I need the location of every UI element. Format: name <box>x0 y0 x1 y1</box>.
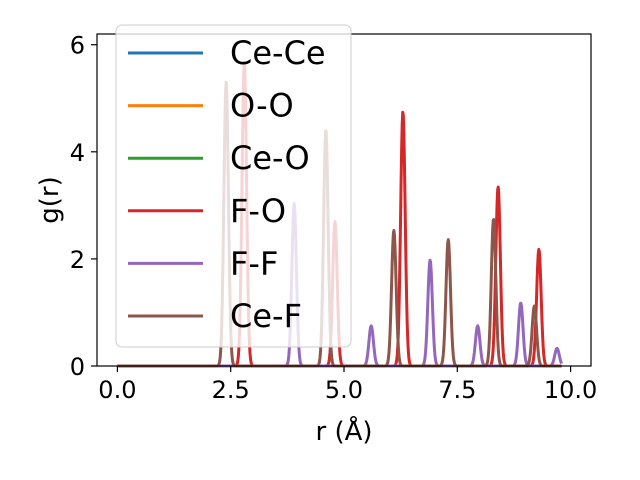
x-tick-label: 0.0 <box>98 376 136 404</box>
x-tick-label: 2.5 <box>212 376 250 404</box>
legend-label-f-o: F-O <box>230 192 286 230</box>
legend-label-ce-f: Ce-F <box>230 297 302 335</box>
y-tick-label: 0 <box>70 353 85 381</box>
x-tick-label: 7.5 <box>438 376 476 404</box>
legend-label-f-f: F-F <box>230 244 278 282</box>
legend: Ce-Ce O-O Ce-O F-O F-F Ce-F <box>115 24 352 348</box>
y-axis: 0 2 4 6 <box>70 32 97 381</box>
legend-label-ce-o: Ce-O <box>230 139 310 177</box>
x-tick-label: 5.0 <box>325 376 363 404</box>
y-axis-label: g(r) <box>35 176 65 223</box>
y-tick-label: 4 <box>70 139 85 167</box>
y-tick-label: 6 <box>70 32 85 60</box>
x-axis: 0.0 2.5 5.0 7.5 10.0 <box>98 366 597 404</box>
y-tick-label: 2 <box>70 246 85 274</box>
legend-label-ce-ce: Ce-Ce <box>230 34 326 72</box>
legend-label-o-o: O-O <box>230 87 294 125</box>
x-tick-label: 10.0 <box>544 376 597 404</box>
x-axis-label: r (Å) <box>315 415 372 447</box>
